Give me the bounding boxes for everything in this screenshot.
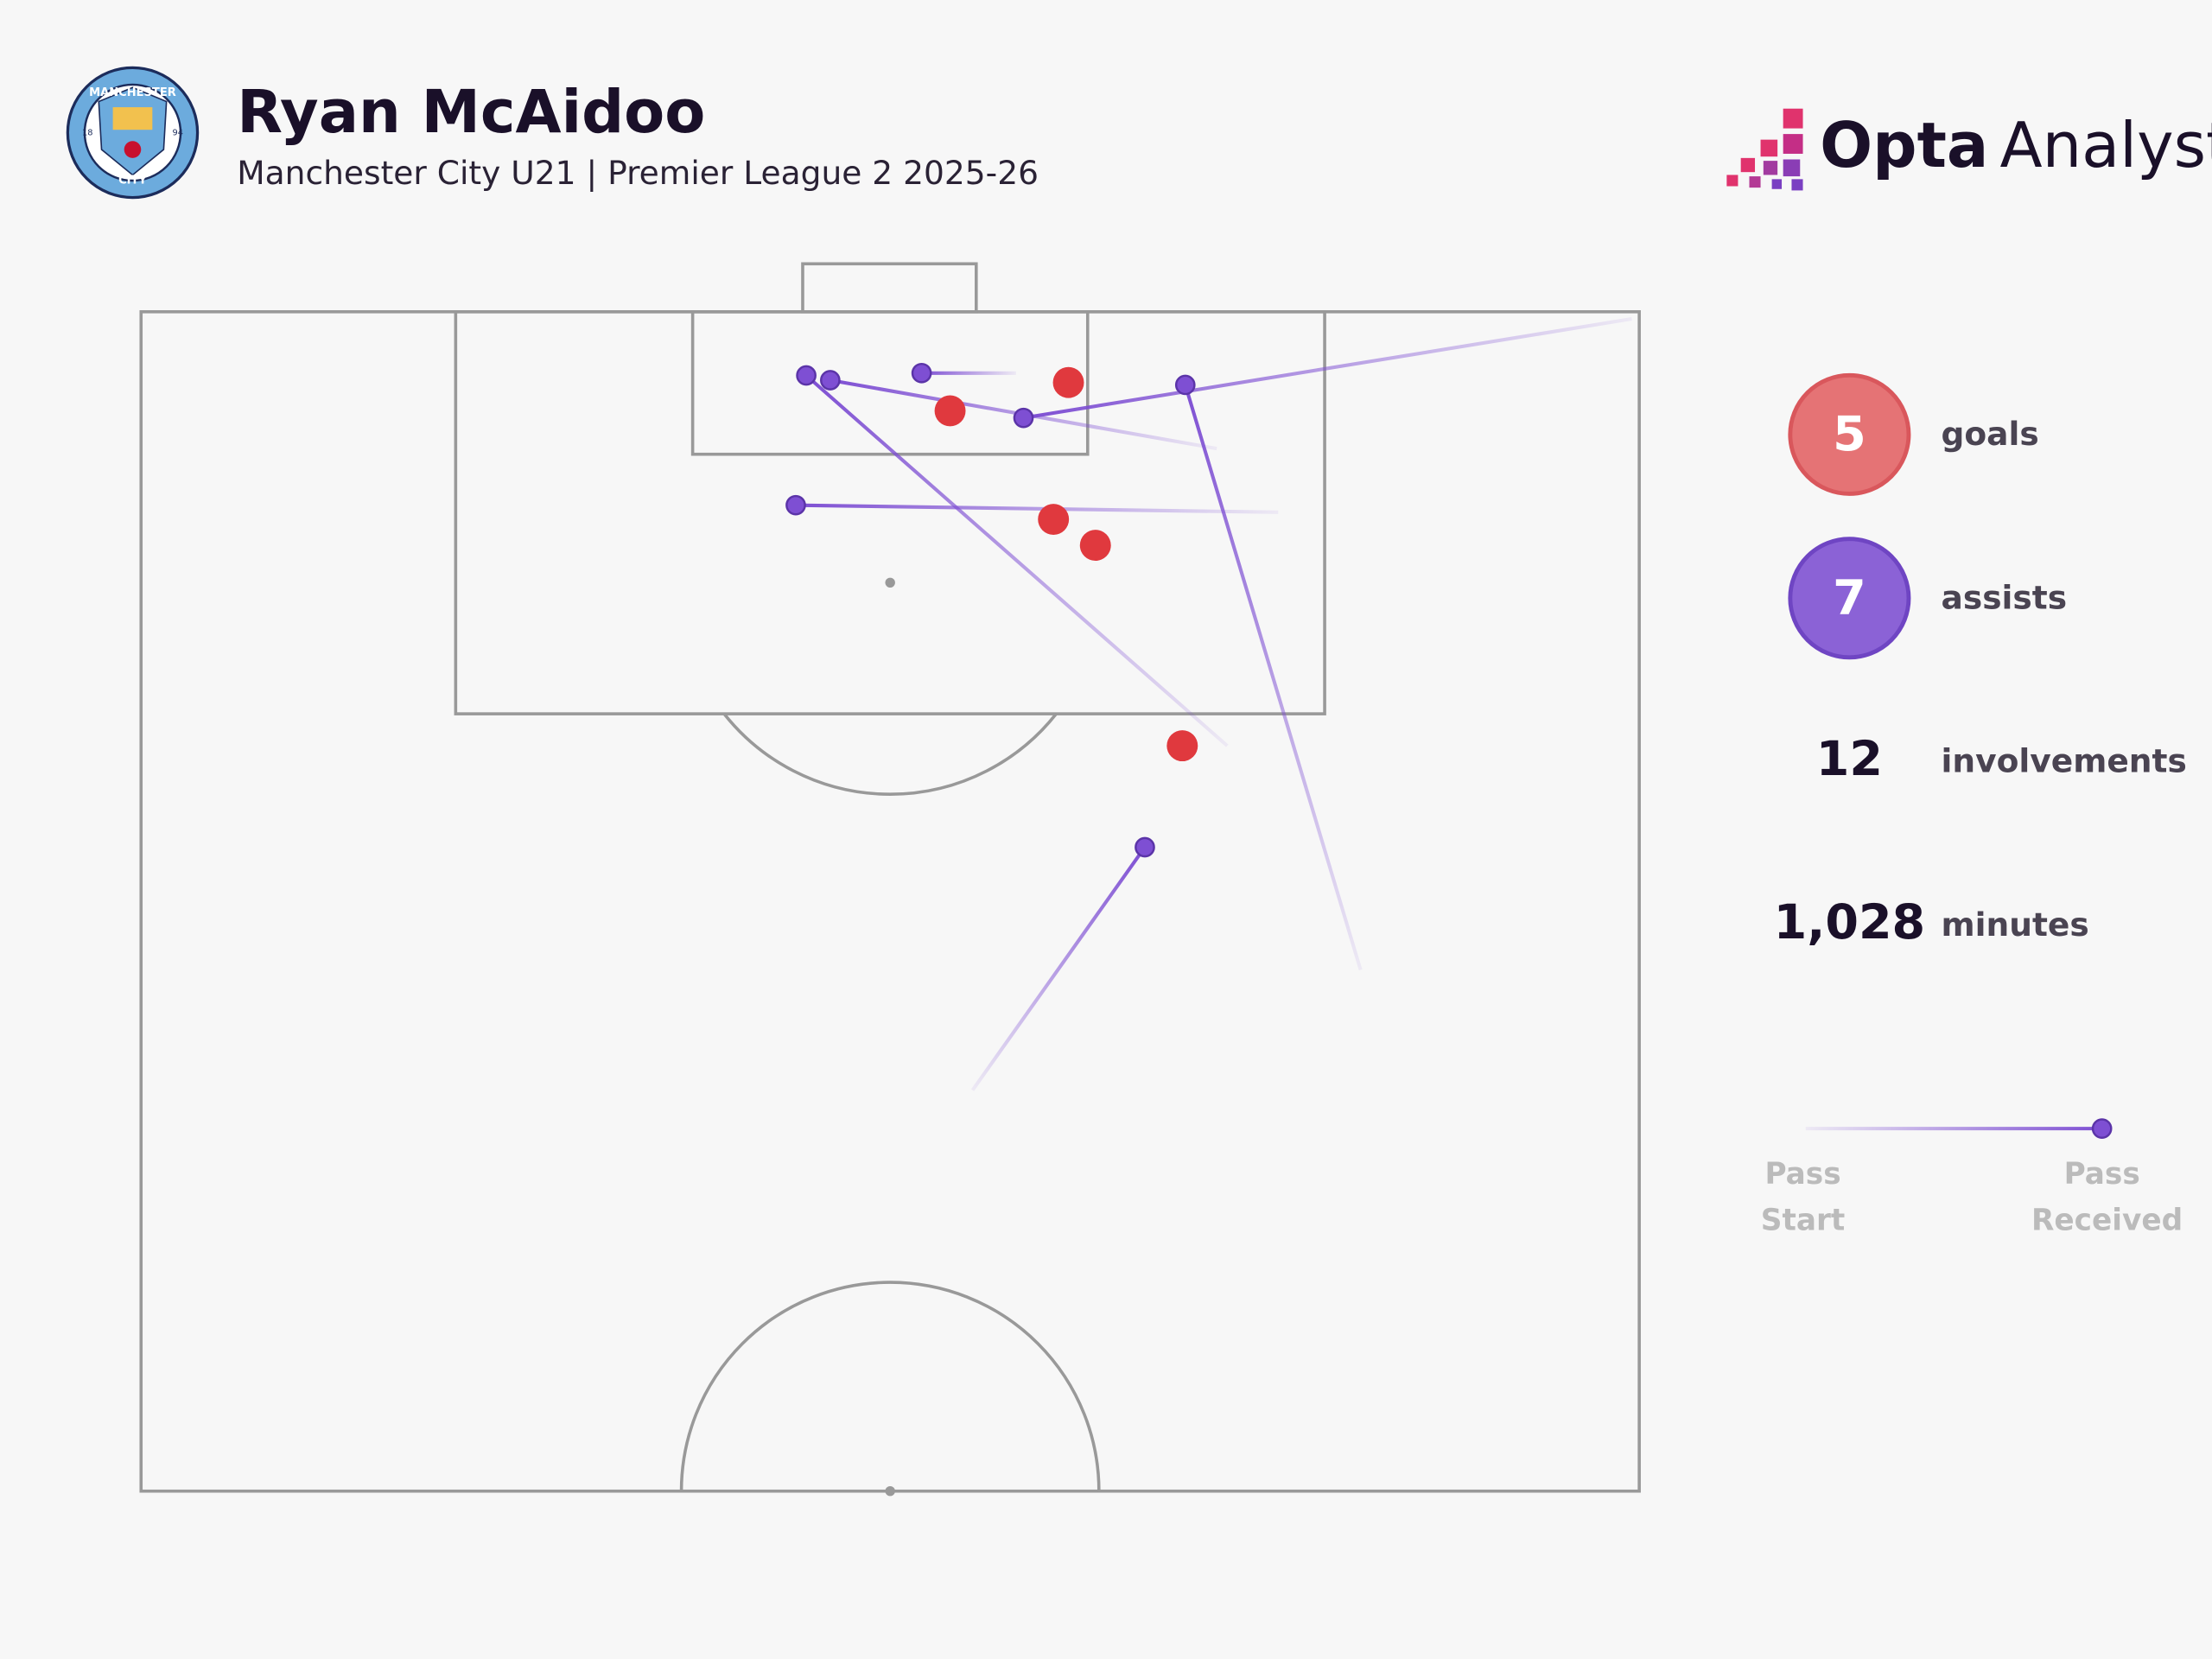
marks <box>785 316 1632 1091</box>
assist-pass <box>1023 316 1632 420</box>
stat-value: 7 <box>1833 570 1866 626</box>
stat-value: 1,028 <box>1774 894 1926 950</box>
legend-label: assists <box>1942 578 2068 616</box>
subtitle: Manchester City U21 | Premier League 2 2… <box>237 154 1039 193</box>
assist-receive <box>820 370 841 391</box>
assist-receive <box>1174 374 1196 396</box>
legend-dot <box>2091 1118 2113 1139</box>
assist-receive <box>1135 836 1155 858</box>
goal <box>934 395 966 427</box>
badge-text: MANCHESTER <box>89 86 176 99</box>
legend-text: Pass Received <box>2031 1156 2183 1237</box>
title: Ryan McAidoo <box>237 78 705 147</box>
assist-pass <box>795 503 1279 514</box>
brand-logo: Opta Analyst <box>1726 109 2212 191</box>
pitch <box>139 262 1641 1497</box>
assist-receive <box>796 365 817 386</box>
legend-text-box: Pass Received <box>2031 1156 2183 1237</box>
stat-label: minutes <box>1942 906 2089 944</box>
assist-pass <box>804 373 1229 747</box>
goal <box>1052 366 1084 398</box>
stat-badge <box>1788 537 1911 660</box>
assist-pass <box>1183 384 1363 971</box>
goal <box>1079 530 1111 562</box>
assist-receive <box>1013 407 1034 429</box>
goal <box>1166 730 1198 762</box>
club-badge: MANCHESTER CITY 18 94 <box>66 66 200 200</box>
brand-word: Opta <box>1820 109 1988 181</box>
assist-receive <box>911 362 932 384</box>
brand-name: Opta Analyst <box>1820 109 2212 181</box>
stat-label: involvements <box>1942 742 2187 780</box>
badge-text: 18 <box>82 128 92 137</box>
brand-word: Analyst <box>1999 109 2212 181</box>
assist-pass <box>970 846 1147 1091</box>
assist-receive <box>785 494 806 516</box>
badge-text: CITY <box>118 174 147 187</box>
legend-text-box: Pass Start <box>1760 1156 1846 1237</box>
stat-badge <box>1788 372 1911 496</box>
stat-value: 5 <box>1833 406 1866 462</box>
legend-text: Pass Start <box>1760 1156 1846 1237</box>
legend-label: goals <box>1942 415 2039 453</box>
stats-panel: 5 goals 7 assists 12 involvements 1,028 minutes… <box>1760 372 2187 1237</box>
goal <box>1038 504 1070 535</box>
stat-value: 12 <box>1816 731 1883 787</box>
badge-text: 94 <box>172 128 182 137</box>
